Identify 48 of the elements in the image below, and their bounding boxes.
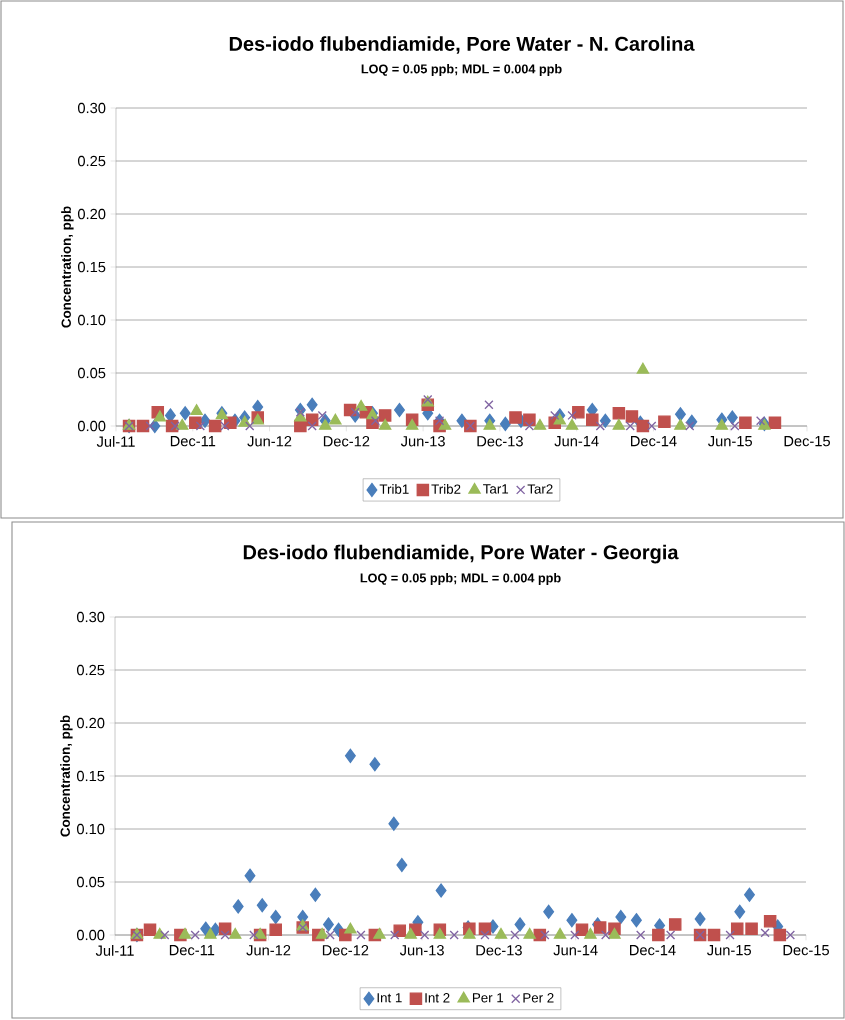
y-tick-label: 0.10: [76, 823, 105, 835]
legend-label: Tar1: [483, 484, 509, 494]
x-tick-label: Jun-12: [246, 945, 291, 956]
y-tick-label: 0.25: [76, 664, 105, 676]
y-tick-label: 0.30: [77, 102, 106, 114]
x-tick-label: Jun-15: [707, 945, 752, 956]
x-tick-label: Jun-12: [247, 436, 292, 447]
legend-label: Int 1: [377, 993, 402, 1003]
y-tick-label: 0.00: [77, 420, 106, 432]
y-tick-label: 0.05: [77, 367, 106, 379]
chart-title: Des-iodo flubendiamide, Pore Water - Georgia: [243, 544, 679, 564]
legend-label: Per 2: [523, 993, 554, 1003]
y-tick-label: 0.00: [76, 929, 105, 941]
x-tick-label: Dec-11: [170, 436, 216, 447]
y-tick-label: 0.30: [76, 611, 105, 623]
y-tick-label: 0.20: [76, 717, 105, 729]
x-tick-label: Jul-11: [96, 436, 135, 447]
x-tick-label: Dec-11: [169, 945, 215, 956]
y-tick-label: 0.15: [76, 770, 105, 782]
legend-label: Per 1: [472, 993, 504, 1003]
legend-label: Trib2: [431, 484, 461, 494]
x-tick-label: Dec-15: [783, 945, 829, 956]
y-axis-title: Concentration, ppb: [61, 206, 74, 328]
x-tick-label: Dec-15: [784, 436, 830, 447]
y-axis-title: Concentration, ppb: [60, 715, 73, 837]
x-tick-label: Jun-15: [708, 436, 753, 447]
chart-subtitle: LOQ = 0.05 ppb; MDL = 0.004 ppb: [360, 573, 561, 585]
x-tick-label: Dec-12: [322, 945, 369, 956]
x-tick-label: Jun-13: [400, 436, 445, 447]
chart-subtitle: LOQ = 0.05 ppb; MDL = 0.004 ppb: [361, 64, 562, 76]
y-tick-label: 0.15: [77, 261, 106, 273]
x-tick-label: Dec-12: [323, 436, 370, 447]
legend-label: Tar2: [527, 484, 553, 494]
chart-title: Des-iodo flubendiamide, Pore Water - N. Carolina: [229, 36, 695, 54]
x-tick-label: Jul-11: [95, 945, 134, 956]
x-tick-label: Dec-13: [476, 945, 522, 956]
x-tick-label: Dec-14: [631, 436, 677, 447]
x-tick-label: Jun-14: [553, 945, 598, 956]
y-tick-label: 0.05: [76, 876, 105, 888]
y-tick-label: 0.25: [77, 155, 106, 167]
legend-label: Trib1: [379, 484, 409, 494]
x-tick-label: Dec-13: [477, 436, 523, 447]
x-tick-label: Jun-13: [399, 945, 444, 956]
y-tick-label: 0.10: [77, 314, 106, 326]
x-tick-label: Dec-14: [630, 945, 676, 956]
y-tick-label: 0.20: [77, 208, 106, 220]
x-tick-label: Jun-14: [554, 436, 599, 447]
legend-label: Int 2: [425, 993, 450, 1003]
